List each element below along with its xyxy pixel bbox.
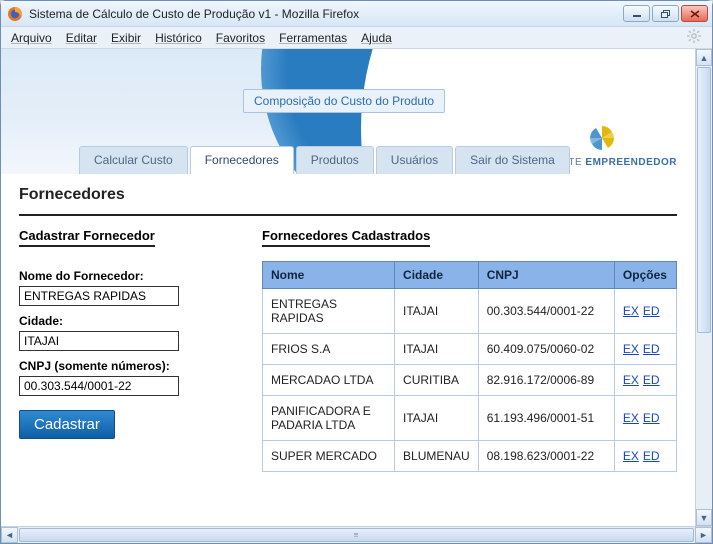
form-column: Cadastrar Fornecedor Nome do Fornecedor:… <box>19 228 234 472</box>
cell-cidade: ITAJAI <box>395 396 479 441</box>
col-opcoes: Opções <box>614 262 676 289</box>
page: Composição do Custo do Produto AMBIENTE … <box>1 49 695 526</box>
vertical-scrollbar[interactable]: ▲ ▼ <box>695 49 712 526</box>
link-ed[interactable]: ED <box>643 411 660 425</box>
cell-cnpj: 00.303.544/0001-22 <box>478 289 614 334</box>
scroll-right-arrow[interactable]: ► <box>695 527 712 543</box>
hscroll-track[interactable]: ≡ <box>18 527 695 543</box>
table-section-title: Fornecedores Cadastrados <box>262 228 430 247</box>
two-column-layout: Cadastrar Fornecedor Nome do Fornecedor:… <box>19 228 677 472</box>
col-cnpj: CNPJ <box>478 262 614 289</box>
table-row: FRIOS S.AITAJAI60.409.075/0060-02 EX ED <box>263 334 677 365</box>
window-title: Sistema de Cálculo de Custo de Produção … <box>29 7 623 21</box>
cell-nome: FRIOS S.A <box>263 334 395 365</box>
tab-sair-do-sistema[interactable]: Sair do Sistema <box>455 146 570 174</box>
cell-nome: ENTREGAS RAPIDAS <box>263 289 395 334</box>
link-ed[interactable]: ED <box>643 449 660 463</box>
col-nome: Nome <box>263 262 395 289</box>
table-row: ENTREGAS RAPIDASITAJAI00.303.544/0001-22… <box>263 289 677 334</box>
cell-cnpj: 08.198.623/0001-22 <box>478 441 614 472</box>
scroll-thumb[interactable] <box>697 67 711 333</box>
cell-opcoes: EX ED <box>614 289 676 334</box>
horizontal-scrollbar[interactable]: ◄ ≡ ► <box>1 526 712 543</box>
label-nome: Nome do Fornecedor: <box>19 269 234 283</box>
cell-nome: PANIFICADORA E PADARIA LTDA <box>263 396 395 441</box>
cadastrar-button[interactable]: Cadastrar <box>19 410 115 439</box>
window-controls <box>623 5 708 22</box>
label-cidade: Cidade: <box>19 314 234 328</box>
cell-cidade: ITAJAI <box>395 289 479 334</box>
cell-cnpj: 82.916.172/0006-89 <box>478 365 614 396</box>
close-button[interactable] <box>681 5 708 22</box>
page-title: Fornecedores <box>19 186 677 204</box>
table-column: Fornecedores Cadastrados Nome Cidade CNP… <box>262 228 677 472</box>
minimize-button[interactable] <box>623 5 650 22</box>
link-ex[interactable]: EX <box>623 342 639 356</box>
link-ed[interactable]: ED <box>643 373 660 387</box>
menu-exibir[interactable]: Exibir <box>111 31 141 45</box>
link-ed[interactable]: ED <box>643 342 660 356</box>
scroll-left-arrow[interactable]: ◄ <box>1 527 18 543</box>
cell-cidade: CURITIBA <box>395 365 479 396</box>
scroll-up-arrow[interactable]: ▲ <box>696 49 712 66</box>
menu-ferramentas[interactable]: Ferramentas <box>279 31 347 45</box>
table-header-row: Nome Cidade CNPJ Opções <box>263 262 677 289</box>
link-ex[interactable]: EX <box>623 304 639 318</box>
menubar: Arquivo Editar Exibir Histórico Favorito… <box>1 27 712 49</box>
link-ex[interactable]: EX <box>623 373 639 387</box>
fornecedores-table: Nome Cidade CNPJ Opções ENTREGAS RAPIDAS… <box>262 261 677 472</box>
scroll-track[interactable] <box>696 66 712 509</box>
composicao-button[interactable]: Composição do Custo do Produto <box>243 89 445 113</box>
grip-icon: ≡ <box>354 531 360 540</box>
menu-arquivo[interactable]: Arquivo <box>11 31 52 45</box>
restore-button[interactable] <box>652 5 679 22</box>
hero-banner: Composição do Custo do Produto AMBIENTE … <box>1 49 695 174</box>
tab-fornecedores[interactable]: Fornecedores <box>190 146 294 174</box>
firefox-icon <box>7 6 23 22</box>
table-row: SUPER MERCADOBLUMENAU08.198.623/0001-22E… <box>263 441 677 472</box>
browser-window: Sistema de Cálculo de Custo de Produção … <box>0 0 713 544</box>
table-row: MERCADAO LTDACURITIBA82.916.172/0006-89E… <box>263 365 677 396</box>
menu-historico[interactable]: Histórico <box>155 31 202 45</box>
cell-opcoes: EX ED <box>614 396 676 441</box>
cell-cidade: BLUMENAU <box>395 441 479 472</box>
cell-cnpj: 60.409.075/0060-02 <box>478 334 614 365</box>
link-ex[interactable]: EX <box>623 411 639 425</box>
menu-editar[interactable]: Editar <box>66 31 97 45</box>
logo-icon <box>587 123 617 153</box>
link-ex[interactable]: EX <box>623 449 639 463</box>
col-cidade: Cidade <box>395 262 479 289</box>
hscroll-thumb[interactable]: ≡ <box>19 528 694 542</box>
menu-favoritos[interactable]: Favoritos <box>216 31 265 45</box>
scroll-down-arrow[interactable]: ▼ <box>696 509 712 526</box>
cell-opcoes: EX ED <box>614 365 676 396</box>
tab-usuários[interactable]: Usuários <box>376 146 453 174</box>
table-row: PANIFICADORA E PADARIA LTDAITAJAI61.193.… <box>263 396 677 441</box>
link-ed[interactable]: ED <box>643 304 660 318</box>
input-cidade[interactable] <box>19 331 179 351</box>
cell-nome: MERCADAO LTDA <box>263 365 395 396</box>
cell-opcoes: EX ED <box>614 441 676 472</box>
form-section-title: Cadastrar Fornecedor <box>19 228 155 247</box>
input-nome[interactable] <box>19 286 179 306</box>
label-cnpj: CNPJ (somente números): <box>19 359 234 373</box>
input-cnpj[interactable] <box>19 376 179 396</box>
titlebar: Sistema de Cálculo de Custo de Produção … <box>1 1 712 27</box>
tab-calcular-custo[interactable]: Calcular Custo <box>79 146 188 174</box>
tabs-container: Calcular CustoFornecedoresProdutosUsuári… <box>79 146 570 174</box>
gear-icon[interactable] <box>686 28 702 47</box>
menu-ajuda[interactable]: Ajuda <box>361 31 392 45</box>
page-body: Fornecedores Cadastrar Fornecedor Nome d… <box>1 174 695 482</box>
cell-nome: SUPER MERCADO <box>263 441 395 472</box>
cell-opcoes: EX ED <box>614 334 676 365</box>
title-divider <box>19 214 677 216</box>
cell-cidade: ITAJAI <box>395 334 479 365</box>
content-viewport: Composição do Custo do Produto AMBIENTE … <box>1 49 712 526</box>
tab-produtos[interactable]: Produtos <box>296 146 374 174</box>
cell-cnpj: 61.193.496/0001-51 <box>478 396 614 441</box>
